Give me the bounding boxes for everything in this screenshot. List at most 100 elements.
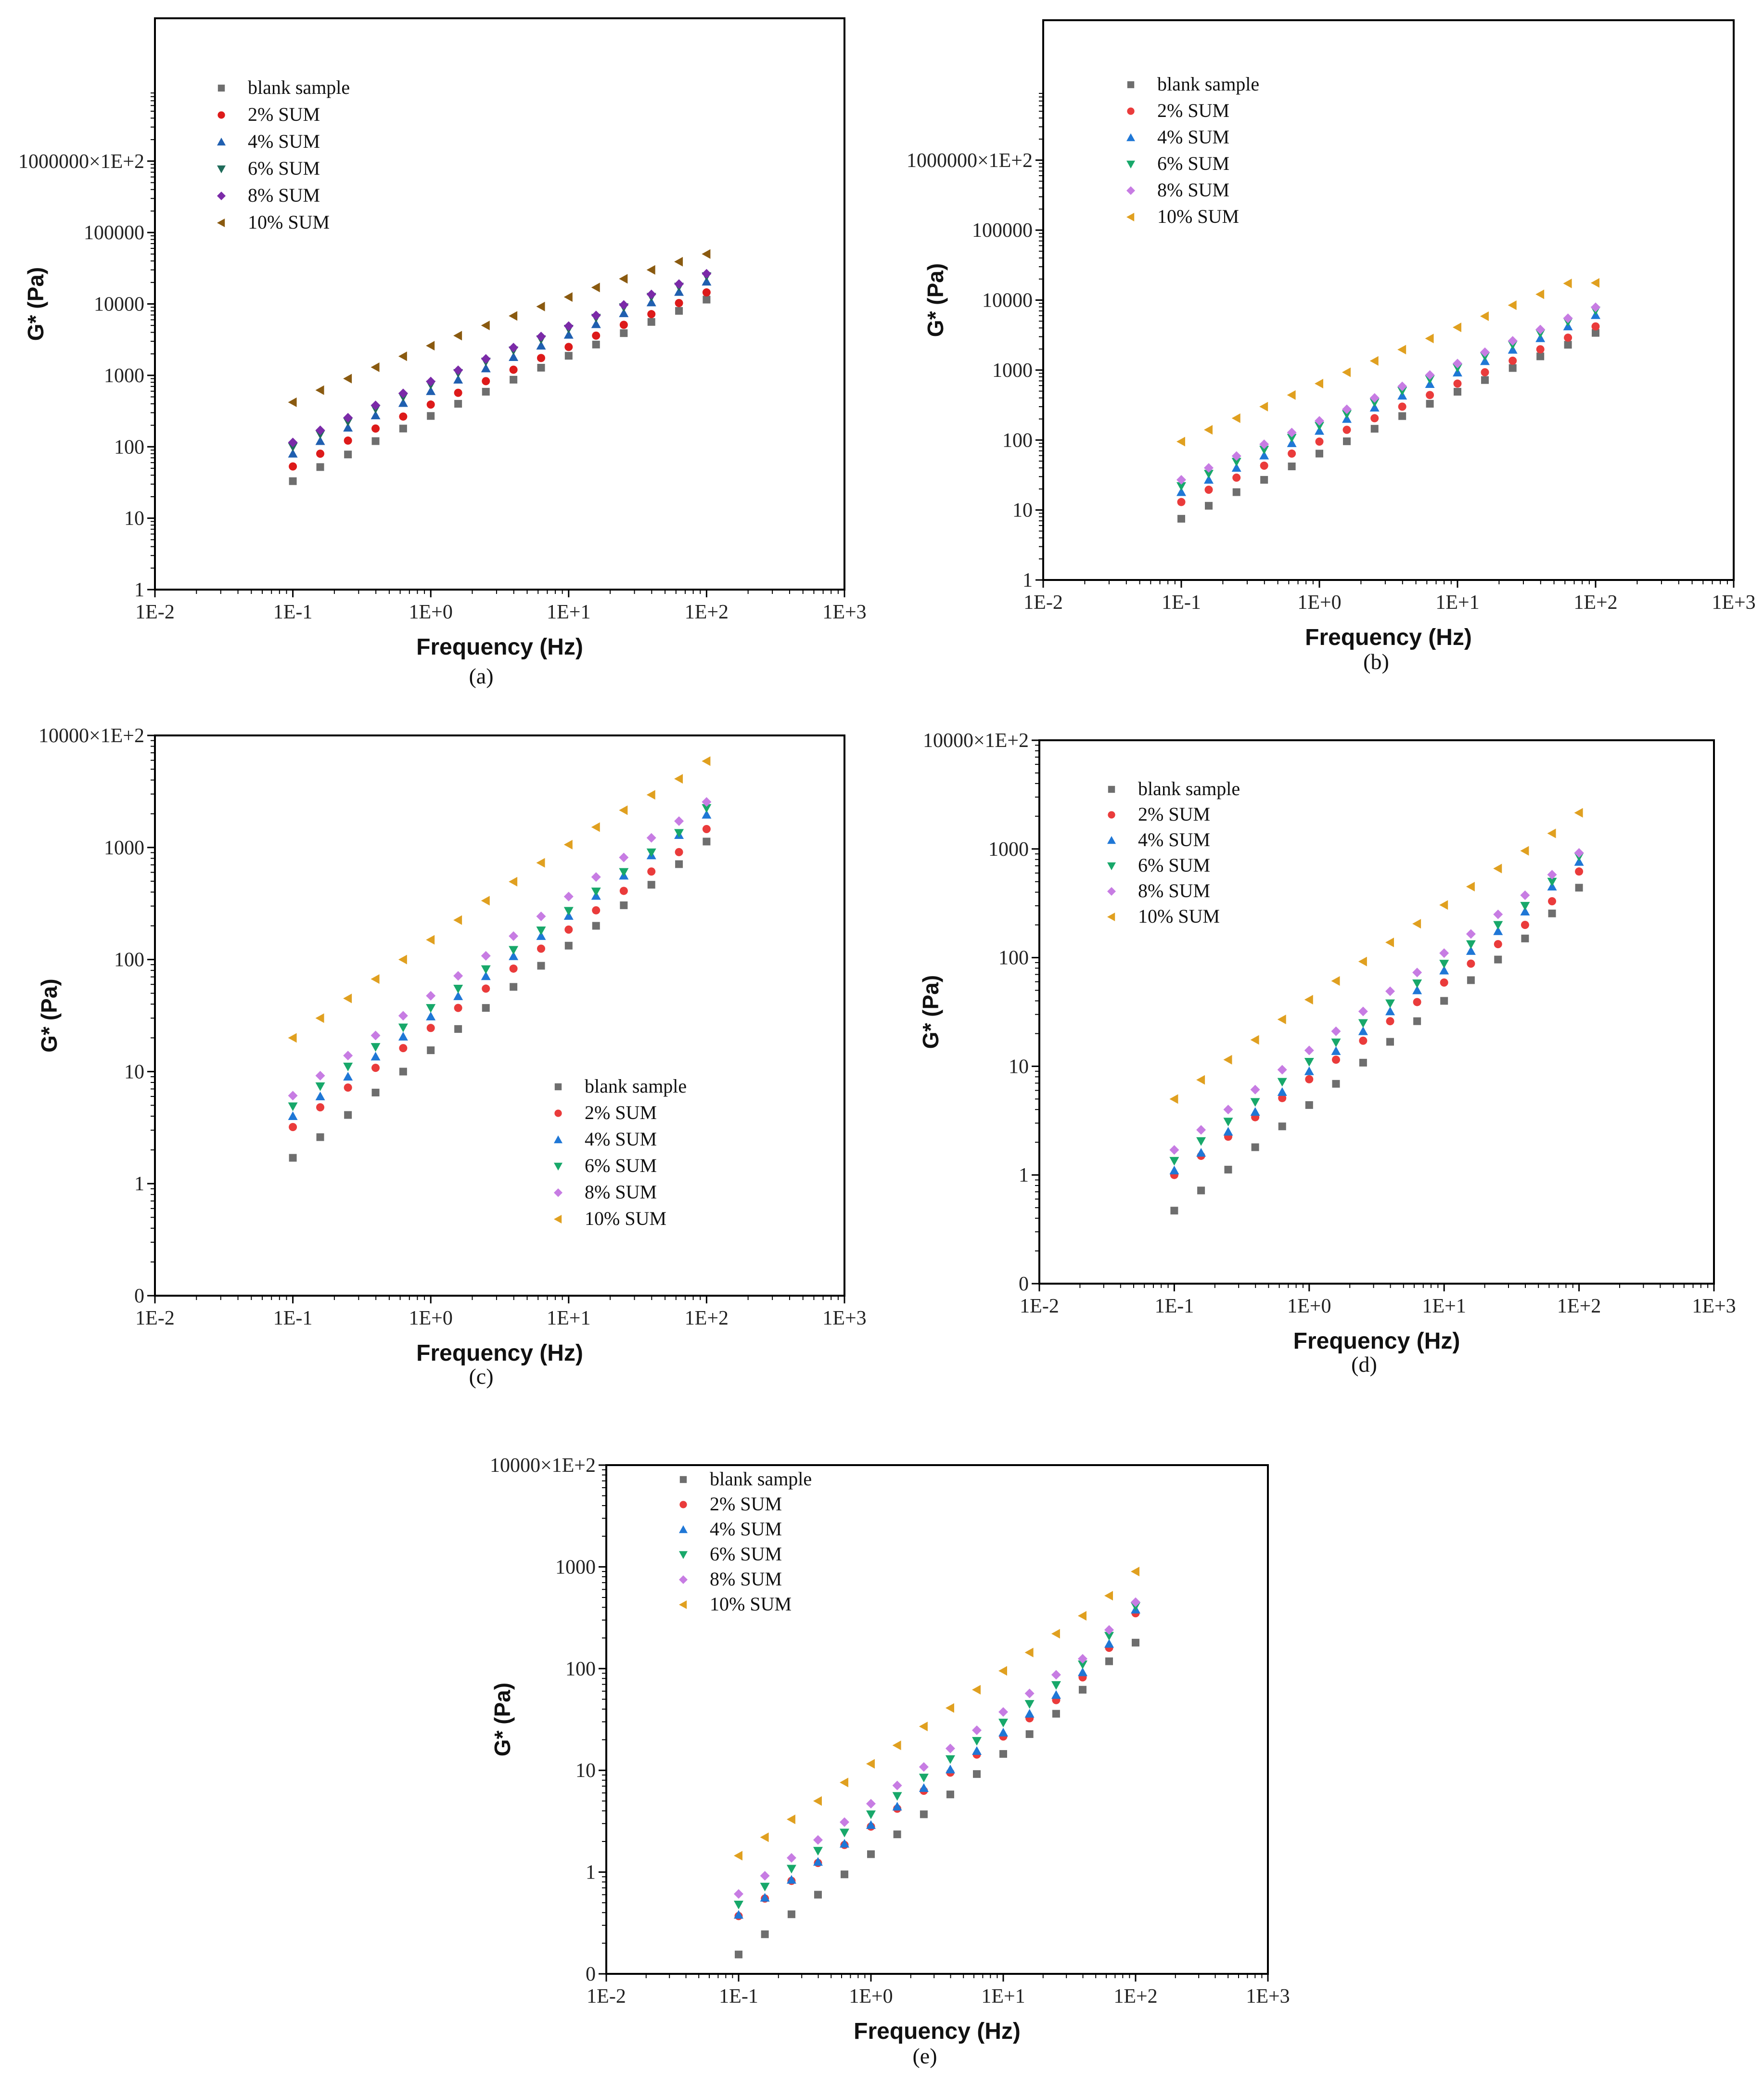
- data-point: [702, 269, 712, 279]
- data-point: [592, 906, 601, 914]
- data-point: [453, 331, 462, 341]
- y-tick-label: 1: [586, 1862, 596, 1884]
- data-point: [1104, 1632, 1114, 1641]
- series-4-sum: [1176, 310, 1600, 496]
- data-point: [1231, 458, 1241, 467]
- data-point: [646, 265, 655, 275]
- data-point: [1591, 278, 1599, 288]
- data-point: [399, 1044, 408, 1053]
- data-point: [972, 1725, 982, 1735]
- x-tick-label: 1E-1: [273, 1307, 313, 1329]
- data-point: [866, 1820, 876, 1829]
- data-point: [787, 1910, 795, 1918]
- data-point: [537, 944, 545, 953]
- y-tick-label: 1000: [988, 838, 1029, 861]
- data-point: [1536, 352, 1545, 361]
- data-point: [760, 1832, 769, 1842]
- data-point: [619, 887, 628, 895]
- legend-label: 8% SUM: [248, 184, 320, 206]
- data-point: [509, 931, 519, 941]
- data-point: [1288, 449, 1296, 458]
- data-point: [1536, 345, 1545, 354]
- y-axis-label: G* (Pa): [923, 263, 948, 337]
- x-tick-label: 1E+3: [1246, 1985, 1290, 2008]
- legend-marker: [679, 1551, 688, 1559]
- data-point: [537, 354, 545, 362]
- data-point: [564, 352, 573, 360]
- data-point: [1426, 391, 1434, 399]
- data-point: [481, 896, 490, 906]
- data-point: [316, 1103, 325, 1112]
- data-point: [509, 946, 519, 955]
- data-point: [703, 296, 711, 304]
- legend-label: 2% SUM: [710, 1493, 782, 1515]
- data-point: [591, 888, 601, 897]
- data-point: [674, 774, 683, 784]
- data-point: [1131, 1597, 1140, 1607]
- data-point: [1051, 1681, 1061, 1690]
- series-4-sum: [288, 810, 712, 1120]
- series-4-sum: [288, 277, 712, 458]
- x-tick-label: 1E+2: [1557, 1295, 1601, 1317]
- data-point: [1176, 487, 1186, 496]
- data-point: [973, 1770, 981, 1778]
- data-point: [1508, 364, 1517, 372]
- data-point: [315, 1092, 325, 1101]
- data-point: [1204, 475, 1214, 484]
- data-point: [315, 1013, 324, 1023]
- data-point: [1398, 402, 1406, 411]
- data-point: [840, 1839, 850, 1848]
- data-point: [289, 1154, 297, 1162]
- data-point: [646, 848, 656, 857]
- data-point: [482, 377, 490, 386]
- data-point: [316, 450, 325, 458]
- series-8-sum: [1176, 302, 1600, 485]
- y-tick-label: 10000×1E+2: [923, 730, 1029, 752]
- legend: blank sample 2% SUM 4% SUM 6% SUM 8% SUM 10% …: [217, 77, 350, 233]
- legend-marker: [679, 1476, 687, 1483]
- legend-label: 6% SUM: [710, 1543, 782, 1565]
- legend-marker: [1108, 811, 1115, 819]
- data-point: [675, 299, 683, 308]
- y-tick-label: 1000: [104, 837, 144, 859]
- data-point: [1024, 1700, 1035, 1709]
- chart-panel-4: 1E-2 1E-1 1E+0 1E+1 1E+2 1E+3 0 1 10 100 1000 10000…: [918, 730, 1736, 1377]
- data-point: [646, 833, 656, 843]
- data-point: [919, 1783, 929, 1792]
- legend-marker: [554, 1109, 562, 1117]
- data-point: [1342, 367, 1351, 377]
- data-point: [371, 424, 380, 433]
- legend: blank sample 2% SUM 4% SUM 6% SUM 8% SUM 10% …: [1126, 73, 1259, 227]
- data-point: [1176, 482, 1186, 491]
- data-point: [509, 352, 519, 361]
- data-point: [786, 1875, 796, 1884]
- data-point: [866, 1799, 876, 1809]
- data-point: [1278, 1094, 1287, 1102]
- data-point: [1563, 278, 1572, 288]
- data-point: [591, 283, 600, 293]
- data-point: [1331, 976, 1340, 986]
- data-point: [840, 1777, 849, 1788]
- data-point: [1104, 1639, 1114, 1648]
- data-point: [813, 1796, 822, 1806]
- y-tick-label: 100: [565, 1658, 596, 1680]
- legend-label: 10% SUM: [710, 1593, 792, 1615]
- data-point: [1315, 379, 1323, 389]
- data-point: [536, 927, 546, 936]
- data-point: [1508, 336, 1518, 346]
- x-tick-label: 1E+0: [409, 601, 453, 623]
- data-point: [592, 922, 600, 930]
- legend-label: 2% SUM: [1138, 803, 1210, 825]
- data-point: [1104, 1591, 1113, 1601]
- data-point: [620, 901, 628, 909]
- data-point: [398, 1011, 408, 1021]
- data-point: [1412, 985, 1422, 994]
- data-point: [1223, 1118, 1233, 1127]
- legend-marker: [554, 1215, 562, 1223]
- data-point: [1305, 1101, 1313, 1109]
- data-point: [510, 375, 518, 384]
- legend-label: 8% SUM: [1138, 880, 1210, 901]
- data-point: [735, 1950, 742, 1958]
- x-tick-label: 1E-1: [1162, 592, 1201, 614]
